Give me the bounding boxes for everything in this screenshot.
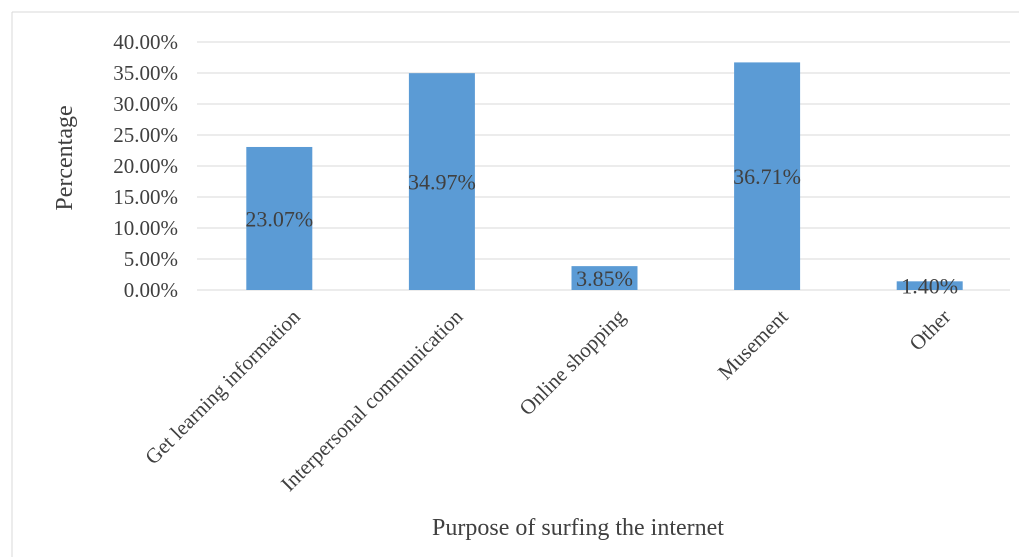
data-label: 34.97% — [408, 170, 476, 195]
y-tick-label: 15.00% — [113, 185, 178, 209]
bar — [896, 281, 963, 290]
x-category-label: Get learning information — [140, 304, 305, 469]
bar — [571, 266, 638, 290]
y-axis-title: Percentage — [52, 105, 78, 210]
y-tick-label: 10.00% — [113, 216, 178, 240]
y-tick-label: 35.00% — [113, 61, 178, 85]
y-tick-label: 40.00% — [113, 30, 178, 54]
bar — [246, 146, 313, 290]
y-tick-label: 20.00% — [113, 154, 178, 178]
bar — [408, 73, 475, 290]
data-label: 23.07% — [245, 206, 313, 231]
data-label: 1.40% — [901, 274, 958, 299]
x-axis-title: Purpose of surfing the internet — [432, 515, 724, 541]
y-tick-label: 30.00% — [113, 92, 178, 116]
bar — [734, 62, 801, 291]
x-category-label: Interpersonal communication — [276, 304, 468, 496]
y-tick-label: 25.00% — [113, 123, 178, 147]
y-tick-label: 0.00% — [124, 278, 178, 302]
data-label: 3.85% — [576, 266, 633, 291]
x-category-label: Other — [904, 305, 955, 356]
data-label: 36.71% — [733, 164, 801, 189]
x-category-label: Online shopping — [514, 304, 630, 420]
y-axis-ticks: 0.00% 5.00% 10.00% 15.00% 20.00% 25.00% 30.00%… — [113, 30, 178, 302]
x-category-label: Musement — [713, 304, 793, 384]
data-labels: 23.07% 34.97% 3.85% 36.71% 1.40% — [245, 164, 958, 298]
bars — [246, 62, 963, 291]
y-tick-label: 5.00% — [124, 247, 178, 271]
gridlines — [197, 41, 1010, 291]
chart-frame — [11, 11, 1019, 557]
